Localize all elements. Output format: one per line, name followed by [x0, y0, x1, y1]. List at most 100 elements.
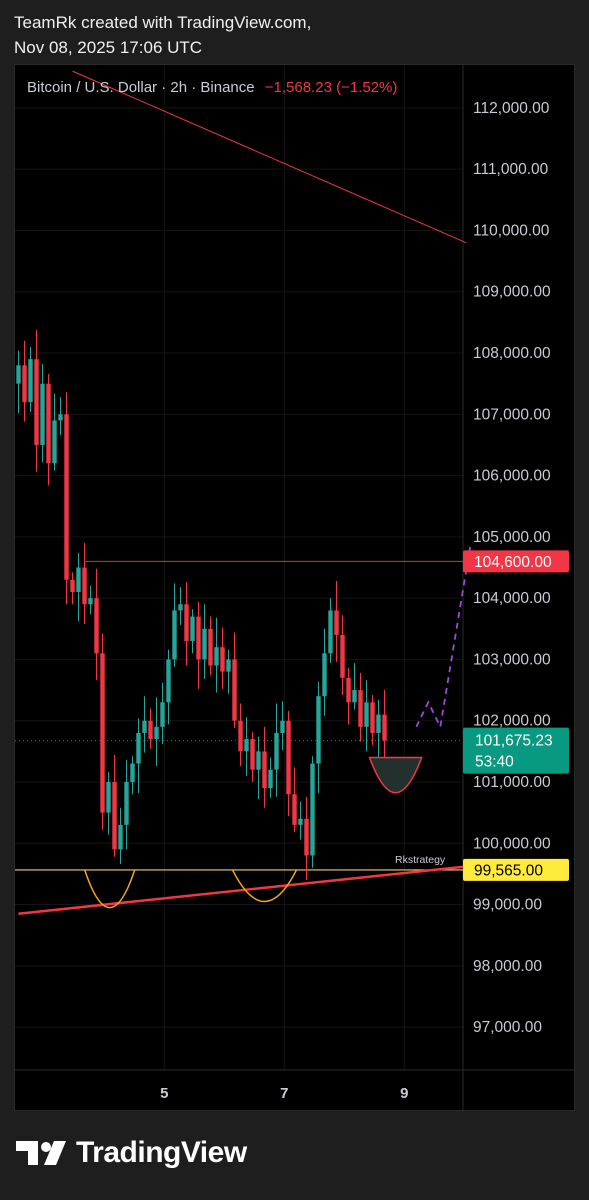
candle-body [196, 616, 201, 660]
candle-body [280, 720, 285, 733]
chart-header: Bitcoin / U.S. Dollar · 2h · Binance −1,… [27, 79, 397, 96]
candle-body [154, 726, 159, 740]
y-tick-label: 97,000.00 [473, 1019, 542, 1036]
rising-trendline [18, 865, 467, 915]
candle-body [94, 598, 99, 654]
support-badge-label: 99,565.00 [474, 862, 543, 879]
candle-body [352, 690, 357, 703]
current-price-label: 101,675.23 [475, 733, 553, 750]
candle-body [370, 702, 375, 733]
candle-body [34, 359, 39, 445]
candle-body [250, 739, 255, 770]
y-tick-label: 104,000.00 [473, 590, 551, 607]
candle-body [316, 696, 321, 764]
candle-body [112, 781, 117, 850]
candle-body [46, 383, 51, 464]
y-tick-label: 107,000.00 [473, 406, 551, 423]
candle-body [262, 751, 267, 789]
candle-body [58, 414, 63, 421]
y-tick-label: 108,000.00 [473, 345, 551, 362]
y-tick-label: 106,000.00 [473, 468, 551, 485]
x-tick-label: 9 [400, 1085, 408, 1102]
x-tick-label: 5 [160, 1085, 168, 1102]
candle-body [364, 702, 369, 727]
candle-body [238, 720, 243, 752]
candle-body [70, 579, 75, 593]
bottom-arc-right [231, 869, 298, 902]
candlestick-chart[interactable]: 112,000.00 111,000.00 110,000.00 109,000.00… [15, 65, 575, 1111]
candle-body [376, 714, 381, 733]
candle-body [172, 610, 177, 660]
support-name-label: Rkstrategy [395, 854, 446, 866]
symbol-title: Bitcoin / U.S. Dollar · 2h · Binance [27, 79, 255, 96]
candle-body [118, 824, 123, 850]
countdown-label: 53:40 [475, 754, 514, 771]
candle-body [226, 659, 231, 672]
candle-body [76, 567, 81, 593]
brand-name: TradingView [76, 1136, 247, 1169]
candle-body [40, 383, 45, 445]
candle-body [220, 647, 225, 672]
y-tick-label: 109,000.00 [473, 284, 551, 301]
candle-body [160, 702, 165, 727]
caption-author: TeamRk created with TradingView.com, [14, 13, 312, 32]
x-tick-label: 7 [280, 1085, 288, 1102]
candle-body [148, 720, 153, 740]
pending-arc [368, 756, 423, 794]
candle-body [286, 720, 291, 795]
candle-body [100, 653, 105, 813]
support-badge [463, 858, 569, 881]
candle-body [22, 365, 27, 403]
candle-body [346, 677, 351, 703]
candle-body [52, 420, 57, 464]
candle-body [322, 653, 327, 697]
candle-body [292, 794, 297, 825]
candle-body [166, 659, 171, 703]
candle-body [274, 732, 279, 770]
current-price-badge [463, 727, 569, 774]
y-tick-label: 99,000.00 [473, 897, 542, 914]
candle-body [208, 628, 213, 666]
candle-body [304, 818, 309, 856]
candle-body [184, 604, 189, 642]
price-change: −1,568.23 (−1.52%) [264, 79, 398, 96]
caption-date: Nov 08, 2025 17:06 UTC [14, 38, 203, 57]
candle-body [178, 604, 183, 611]
chart-frame[interactable]: 112,000.00 111,000.00 110,000.00 109,000.00… [14, 64, 575, 1111]
y-tick-label: 101,000.00 [473, 774, 551, 791]
candle-body [82, 567, 87, 605]
candle-body [190, 616, 195, 642]
candle-body [142, 720, 147, 733]
y-tick-label: 112,000.00 [473, 100, 550, 117]
candle-body [256, 751, 261, 770]
bottom-arc-left [83, 869, 136, 909]
candle-body [214, 647, 219, 666]
candle-body [64, 414, 69, 580]
falling-trendline [72, 70, 467, 244]
resistance-badge [463, 550, 569, 573]
candle-body [202, 628, 207, 660]
candle-body [244, 739, 249, 752]
candle-body [340, 634, 345, 678]
candle-body [310, 763, 315, 856]
candle-body [382, 714, 387, 741]
candle-body [358, 690, 363, 727]
candle-body [232, 659, 237, 721]
projection-path [415, 545, 472, 730]
candle-body [106, 781, 111, 813]
candle-body [136, 732, 141, 764]
candle-body [130, 763, 135, 782]
y-tick-label: 98,000.00 [473, 958, 542, 975]
y-tick-label: 110,000.00 [473, 222, 550, 239]
candle-body [328, 610, 333, 654]
y-tick-label: 105,000.00 [473, 529, 551, 546]
y-tick-label: 102,000.00 [473, 713, 551, 730]
candle-body [268, 769, 273, 789]
y-tick-label: 111,000.00 [473, 161, 549, 178]
candle-body [298, 818, 303, 825]
candle-body [334, 610, 339, 635]
tradingview-logo-icon [16, 1141, 66, 1165]
brand: TradingView [16, 1136, 247, 1170]
y-tick-label: 103,000.00 [473, 651, 551, 668]
candle-body [88, 598, 93, 605]
